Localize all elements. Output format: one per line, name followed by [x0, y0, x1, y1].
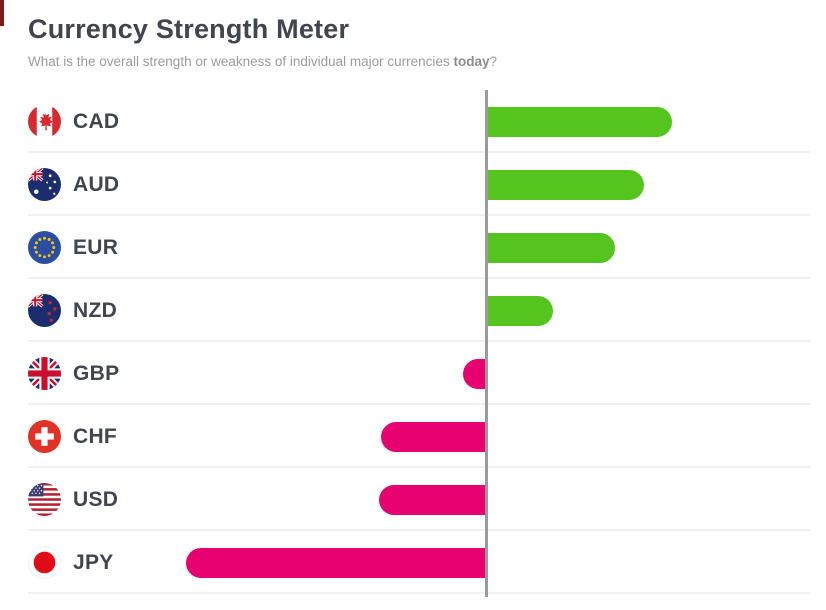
- jpy-strength-bar[interactable]: [186, 547, 485, 578]
- eur-strength-bar[interactable]: [488, 232, 615, 263]
- chf-row: CHF: [0, 405, 826, 468]
- aud-strength-bar[interactable]: [488, 169, 644, 200]
- cad-flag-icon: [28, 105, 61, 138]
- eur-currency-code: EUR: [73, 235, 119, 259]
- cad-strength-bar[interactable]: [488, 106, 672, 137]
- cad-currency-code: CAD: [73, 109, 120, 133]
- currency-rows: CAD AUD EUR NZD GBP CHF USD JPY: [0, 90, 826, 597]
- cad-row: CAD: [0, 90, 826, 153]
- subtitle-text: What is the overall strength or weakness…: [28, 54, 454, 69]
- chart-header: Currency Strength Meter What is the over…: [28, 14, 810, 69]
- aud-flag-icon: [28, 168, 61, 201]
- gbp-flag-icon: [28, 357, 61, 390]
- chf-strength-bar[interactable]: [381, 421, 485, 452]
- aud-row: AUD: [0, 153, 826, 216]
- subtitle-suffix: ?: [489, 54, 497, 69]
- nzd-row: NZD: [0, 279, 826, 342]
- aud-currency-code: AUD: [73, 172, 120, 196]
- eur-flag-icon: [28, 231, 61, 264]
- gbp-row: GBP: [0, 342, 826, 405]
- jpy-row: JPY: [0, 531, 826, 594]
- chf-flag-icon: [28, 420, 61, 453]
- left-accent-strip: [0, 0, 4, 26]
- strength-chart: CAD AUD EUR NZD GBP CHF USD JPY: [0, 90, 826, 597]
- nzd-strength-bar[interactable]: [488, 295, 553, 326]
- page-title: Currency Strength Meter: [28, 14, 350, 44]
- usd-row: USD: [0, 468, 826, 531]
- page-subtitle: What is the overall strength or weakness…: [28, 54, 810, 69]
- nzd-currency-code: NZD: [73, 298, 118, 322]
- eur-row: EUR: [0, 216, 826, 279]
- chf-currency-code: CHF: [73, 424, 118, 448]
- usd-currency-code: USD: [73, 487, 119, 511]
- zero-axis-line: [485, 90, 488, 597]
- usd-strength-bar[interactable]: [379, 484, 485, 515]
- usd-flag-icon: [28, 483, 61, 516]
- nzd-flag-icon: [28, 294, 61, 327]
- gbp-strength-bar[interactable]: [463, 358, 485, 389]
- subtitle-emphasis: today: [453, 54, 490, 69]
- jpy-currency-code: JPY: [73, 550, 114, 574]
- gbp-currency-code: GBP: [73, 361, 120, 385]
- jpy-flag-icon: [28, 546, 61, 579]
